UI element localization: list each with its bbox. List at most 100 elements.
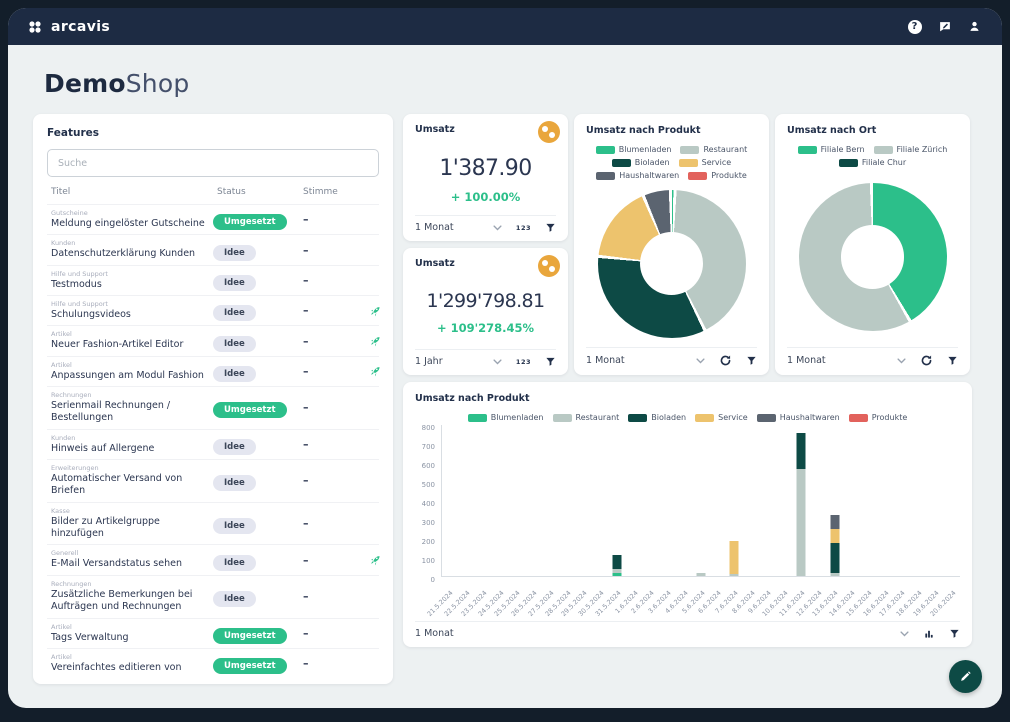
legend-item[interactable]: Blumenladen <box>595 145 671 154</box>
feature-row[interactable]: Erweiterungen Automatischer Versand von … <box>47 459 379 502</box>
filter-button[interactable] <box>545 356 556 367</box>
legend-item[interactable]: Filiale Zürich <box>873 145 947 154</box>
legend-item[interactable]: Service <box>678 158 731 167</box>
legend-label: Filiale Bern <box>820 145 865 154</box>
help-button[interactable]: ? <box>907 19 922 34</box>
feature-row[interactable]: Kunden Hinweis auf Allergene Idee – <box>47 428 379 459</box>
kpi-title: Umsatz <box>415 258 455 269</box>
feature-row[interactable]: Artikel Tags Verwaltung Umgesetzt – <box>47 617 379 648</box>
chevron-down-icon <box>696 357 705 363</box>
legend-item[interactable]: Restaurant <box>680 145 747 154</box>
feature-category: Rechnungen <box>51 579 92 588</box>
feature-row[interactable]: Hilfe und Support Schulungsvideos Idee – <box>47 295 380 325</box>
kpi-value: 1'387.90 <box>439 156 532 181</box>
user-menu-button[interactable] <box>967 19 982 34</box>
filter-button[interactable] <box>949 628 960 639</box>
bar-segment-restaurant <box>830 573 840 576</box>
bar-chart-icon <box>925 630 933 638</box>
bar-segment-bioladen <box>796 432 806 469</box>
legend-item[interactable]: Produkte <box>688 171 747 180</box>
legend-swatch <box>848 413 868 422</box>
feedback-button[interactable] <box>937 19 952 34</box>
refresh-button[interactable] <box>920 354 933 367</box>
numeric-display-toggle[interactable]: 123 <box>515 357 531 366</box>
legend-item[interactable]: Service <box>695 413 748 422</box>
refresh-button[interactable] <box>719 354 732 367</box>
legend-swatch <box>611 158 631 167</box>
feature-row[interactable]: Kasse Bilder zu Artikelgruppe hinzufügen… <box>47 501 379 545</box>
status-badge: Umgesetzt <box>213 214 287 231</box>
feature-title: E-Mail Versandstatus sehen <box>51 558 182 570</box>
legend-item[interactable]: Filiale Chur <box>838 158 906 167</box>
period-select[interactable]: 1 Monat <box>415 628 454 639</box>
legend-item[interactable]: Produkte <box>848 413 907 422</box>
chevron-down-icon[interactable] <box>493 224 502 231</box>
numeric-display-toggle[interactable]: 123 <box>515 223 531 232</box>
filter-icon <box>546 223 555 232</box>
feature-row[interactable]: Hilfe und Support Testmodus Idee – <box>47 264 379 295</box>
bar-segment-service <box>830 528 840 543</box>
legend-item[interactable]: Bioladen <box>611 158 670 167</box>
status-badge: Umgesetzt <box>213 658 287 675</box>
filter-button[interactable] <box>545 222 556 233</box>
kpi-change: + 100.00% <box>450 190 521 204</box>
legend-swatch <box>838 158 858 167</box>
legend-item[interactable]: Restaurant <box>552 413 619 422</box>
legend-item[interactable]: Haushaltwaren <box>756 413 840 422</box>
period-select[interactable]: 1 Monat <box>586 355 625 366</box>
arcavis-logo-icon <box>29 20 41 33</box>
chart-type-button[interactable] <box>923 628 935 639</box>
chevron-down-icon[interactable] <box>897 357 906 364</box>
period-select[interactable]: 1 Jahr <box>415 356 443 367</box>
feature-row[interactable]: Artikel Anpassungen am Modul Fashion Ide… <box>47 355 380 386</box>
filter-button[interactable] <box>947 355 958 366</box>
period-select[interactable]: 1 Monat <box>787 355 826 366</box>
chart-legend: Filiale Bern Filiale Zürich Filiale Chur <box>787 145 958 167</box>
feature-row[interactable]: Artikel Vereinfachtes editieren von Umge… <box>47 647 379 678</box>
feature-row[interactable]: Rechnungen Serienmail Rechnungen / Beste… <box>47 386 379 429</box>
legend-label: Bioladen <box>634 158 670 167</box>
feature-category: Kunden <box>51 433 76 442</box>
chevron-down-icon[interactable] <box>900 630 909 637</box>
pencil-icon <box>961 671 971 681</box>
chevron-down-icon <box>493 224 502 230</box>
features-panel-title: Features <box>47 127 99 139</box>
status-badge: Idee <box>213 438 256 455</box>
y-tick-label: 300 <box>421 519 435 527</box>
feature-row[interactable]: Rechnungen Zusätzliche Bemerkungen bei A… <box>47 574 379 618</box>
legend-item[interactable]: Blumenladen <box>467 413 544 422</box>
y-tick-label: 800 <box>421 424 435 432</box>
legend-swatch <box>552 413 572 422</box>
column-header-status: Status <box>217 187 246 197</box>
vote-value: – <box>303 553 309 567</box>
chevron-down-icon <box>897 357 906 363</box>
vote-value: – <box>303 626 309 640</box>
chart-legend: Blumenladen Restaurant Bioladen Service Haus… <box>586 145 757 180</box>
rocket-cell <box>359 305 383 317</box>
feature-title: Anpassungen am Modul Fashion <box>51 369 204 381</box>
feature-title: Serienmail Rechnungen / Bestellungen <box>51 400 171 424</box>
legend-item[interactable]: Haushaltwaren <box>596 171 679 180</box>
filter-icon <box>948 356 957 365</box>
feature-row[interactable]: Kunden Datenschutzerklärung Kunden Idee … <box>47 234 379 264</box>
brand-logo[interactable]: arcavis <box>28 19 110 35</box>
rocket-icon <box>371 367 380 377</box>
legend-item[interactable]: Filiale Bern <box>797 145 865 154</box>
edit-dashboard-fab[interactable] <box>949 660 982 693</box>
legend-swatch <box>467 413 487 422</box>
donut-card-umsatz-nach-ort: Umsatz nach Ort Filiale Bern Filiale Züri… <box>775 114 970 375</box>
chevron-down-icon[interactable] <box>696 357 705 364</box>
chart-title: Umsatz nach Produkt <box>586 125 701 136</box>
feature-row[interactable]: Artikel Neuer Fashion-Artikel Editor Ide… <box>47 325 380 355</box>
period-select[interactable]: 1 Monat <box>415 222 454 233</box>
y-tick-label: 600 <box>421 462 435 470</box>
kpi-value: 1'299'798.81 <box>426 290 545 312</box>
feature-category: Kunden <box>51 239 76 248</box>
legend-item[interactable]: Bioladen <box>628 413 686 422</box>
chevron-down-icon[interactable] <box>493 358 502 365</box>
search-input[interactable] <box>47 149 379 177</box>
feature-row[interactable]: Gutscheine Meldung eingelöster Gutschein… <box>47 204 379 234</box>
legend-swatch <box>797 145 817 154</box>
filter-button[interactable] <box>746 355 757 366</box>
feature-row[interactable]: Generell E-Mail Versandstatus sehen Idee… <box>47 544 380 574</box>
